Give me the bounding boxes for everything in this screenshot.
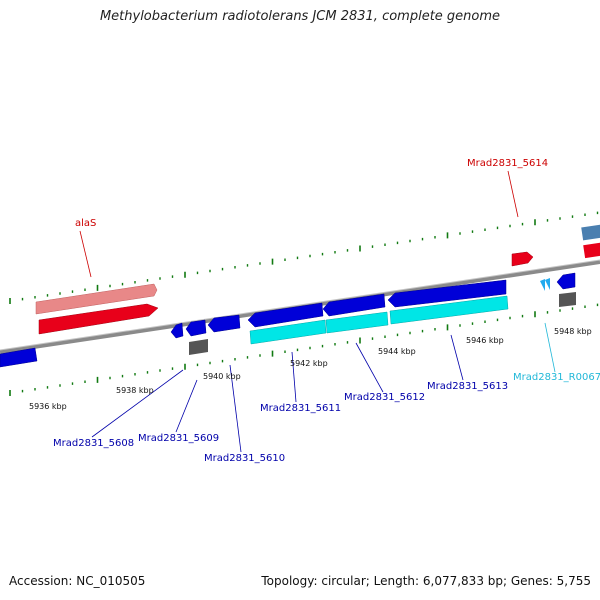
kbp-label-5946: 5946 kbp: [466, 336, 504, 345]
gene-Mrad2831-5612[interactable]: [322, 293, 386, 317]
gene-left-edge[interactable]: [0, 347, 38, 368]
genome-title: Methylobacterium radiotolerans JCM 2831,…: [99, 9, 501, 24]
lower-tick-row: [9, 303, 599, 396]
gene-Mrad2831-R0067-b[interactable]: [540, 279, 545, 291]
gene-label-Mrad2831-5614[interactable]: Mrad2831_5614: [467, 158, 548, 169]
gene-Mrad2831-5610[interactable]: [207, 314, 241, 333]
kbp-label-5936: 5936 kbp: [29, 402, 67, 411]
rna-feature-5613[interactable]: [389, 295, 509, 325]
kbp-label-5942: 5942 kbp: [290, 359, 328, 368]
upper-tick-row: [9, 211, 599, 304]
rna-feature-5612[interactable]: [325, 311, 389, 334]
pseudo-gene-right[interactable]: [559, 292, 576, 307]
gene-far-right-blue[interactable]: [556, 272, 576, 290]
kbp-label-5944: 5944 kbp: [378, 347, 416, 356]
pseudo-gene-5610[interactable]: [189, 339, 208, 355]
gene-Mrad2831-5609[interactable]: [185, 319, 207, 337]
kbp-label-5948: 5948 kbp: [554, 327, 592, 336]
rna-feature-5611[interactable]: [249, 319, 327, 345]
gene-label-Mrad2831-5609[interactable]: Mrad2831_5609: [138, 433, 219, 444]
gene-label-Mrad2831-5608[interactable]: Mrad2831_5608: [53, 438, 134, 449]
gene-label-alaS[interactable]: alaS: [75, 218, 96, 229]
kbp-label-5938: 5938 kbp: [116, 386, 154, 395]
accession-text: Accession: NC_010505: [9, 574, 146, 588]
gene-label-Mrad2831-5612[interactable]: Mrad2831_5612: [344, 392, 425, 403]
gene-label-Mrad2831-R0067[interactable]: Mrad2831_R0067: [513, 372, 600, 383]
gene-alaS-light[interactable]: [35, 283, 158, 315]
leader-lines: [79, 170, 556, 453]
gene-steel-edge[interactable]: [581, 224, 600, 241]
kbp-label-5940: 5940 kbp: [203, 372, 241, 381]
gene-label-Mrad2831-5613[interactable]: Mrad2831_5613: [427, 381, 508, 392]
gene-red-edge[interactable]: [583, 242, 600, 259]
gene-Mrad2831-5611[interactable]: [247, 302, 324, 328]
gene-Mrad2831-5608[interactable]: [170, 322, 184, 339]
gene-Mrad2831-5614[interactable]: [511, 251, 534, 267]
gene-Mrad2831-R0067-a[interactable]: [545, 278, 550, 290]
topology-text: Topology: circular; Length: 6,077,833 bp…: [261, 574, 591, 588]
gene-label-Mrad2831-5611[interactable]: Mrad2831_5611: [260, 403, 341, 414]
gene-label-Mrad2831-5610[interactable]: Mrad2831_5610: [204, 453, 285, 464]
gene-alaS[interactable]: [38, 303, 159, 335]
gene-Mrad2831-5613[interactable]: [387, 279, 507, 308]
